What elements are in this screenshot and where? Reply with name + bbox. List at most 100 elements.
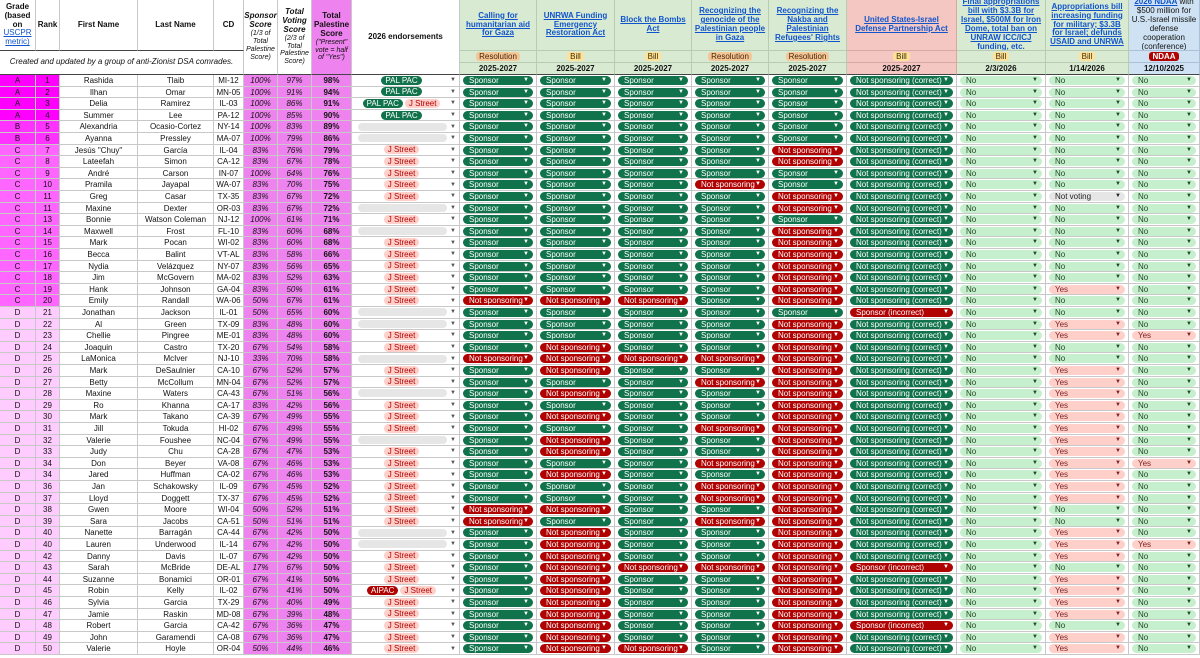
endorsement-cell[interactable]: J Street ▼	[352, 573, 460, 586]
vote-dropdown[interactable]: Not sponsoring ▼	[772, 516, 843, 526]
vote-dropdown[interactable]: Sponsor ▼	[618, 168, 688, 178]
vote-dropdown[interactable]: No ▼	[1132, 203, 1196, 213]
vote-dropdown[interactable]: No ▼	[1132, 122, 1196, 132]
endorsement-cell[interactable]: J Street ▼	[352, 249, 460, 261]
vote-dropdown[interactable]: Sponsor ▼	[463, 261, 533, 271]
vote-dropdown[interactable]: Not sponsoring ▼	[540, 412, 611, 422]
vote-dropdown[interactable]: Sponsor ▼	[618, 516, 688, 526]
vote-dropdown[interactable]: Not sponsoring ▼	[772, 273, 843, 283]
vote-dropdown[interactable]: No ▼	[960, 331, 1042, 341]
vote-dropdown[interactable]: Sponsor ▼	[463, 122, 533, 132]
vote-dropdown[interactable]: Sponsor ▼	[463, 412, 533, 422]
vote-dropdown[interactable]: Sponsor ▼	[772, 180, 843, 190]
vote-dropdown[interactable]: Sponsor ▼	[618, 238, 688, 248]
vote-dropdown[interactable]: Sponsor ▼	[772, 110, 843, 120]
endorsement-empty-chip[interactable]	[358, 227, 448, 236]
vote-dropdown[interactable]: No ▼	[1049, 516, 1125, 526]
vote-dropdown[interactable]: Sponsor ▼	[695, 400, 765, 410]
vote-dropdown[interactable]: No ▼	[960, 342, 1042, 352]
vote-dropdown[interactable]: No ▼	[1132, 296, 1196, 306]
vote-dropdown[interactable]: Sponsor ▼	[618, 261, 688, 271]
vote-dropdown[interactable]: Yes ▼	[1049, 377, 1125, 387]
vote-dropdown[interactable]: Sponsor ▼	[463, 366, 533, 375]
vote-dropdown[interactable]: Yes ▼	[1049, 435, 1125, 445]
vote-dropdown[interactable]: Not sponsoring (correct) ▼	[850, 238, 953, 248]
vote-dropdown[interactable]: No ▼	[1132, 505, 1196, 515]
vote-dropdown[interactable]: Sponsor ▼	[463, 215, 533, 225]
vote-dropdown[interactable]: Sponsor (incorrect) ▼	[850, 563, 953, 573]
vote-dropdown[interactable]: Sponsor ▼	[463, 342, 533, 352]
vote-dropdown[interactable]: Sponsor ▼	[618, 157, 688, 167]
vote-dropdown[interactable]: Sponsor ▼	[695, 226, 765, 236]
vote-dropdown[interactable]: Sponsor ▼	[618, 574, 688, 584]
vote-dropdown[interactable]: No ▼	[960, 644, 1042, 654]
vote-dropdown[interactable]: No ▼	[1049, 180, 1125, 190]
vote-dropdown[interactable]: Not sponsoring ▼	[772, 435, 843, 445]
vote-dropdown[interactable]: No ▼	[960, 296, 1042, 306]
vote-dropdown[interactable]: Sponsor ▼	[463, 447, 533, 457]
vote-dropdown[interactable]: Sponsor ▼	[463, 609, 533, 619]
vote-dropdown[interactable]: Sponsor ▼	[540, 192, 611, 201]
vote-dropdown[interactable]: Sponsor ▼	[695, 331, 765, 341]
vote-dropdown[interactable]: No ▼	[1132, 574, 1196, 584]
vote-dropdown[interactable]: Sponsor ▼	[618, 134, 688, 143]
vote-dropdown[interactable]: No ▼	[960, 551, 1042, 561]
vote-dropdown[interactable]: Sponsor ▼	[772, 87, 843, 97]
vote-dropdown[interactable]: Not sponsoring ▼	[772, 157, 843, 167]
vote-dropdown[interactable]: Sponsor ▼	[540, 145, 611, 155]
vote-dropdown[interactable]: Sponsor ▼	[463, 540, 533, 549]
endorsement-cell[interactable]: ▼	[352, 202, 460, 215]
vote-dropdown[interactable]: Not sponsoring (correct) ▼	[850, 180, 953, 190]
vote-dropdown[interactable]: No ▼	[960, 261, 1042, 271]
vote-dropdown[interactable]: Sponsor ▼	[463, 134, 533, 143]
bill-type-chip-6[interactable]: Bill	[893, 52, 910, 61]
vote-dropdown[interactable]: Sponsor ▼	[540, 203, 611, 213]
vote-dropdown[interactable]: Yes ▼	[1049, 389, 1125, 399]
vote-dropdown[interactable]: No ▼	[1049, 99, 1125, 109]
vote-dropdown[interactable]: Yes ▼	[1049, 528, 1125, 538]
vote-dropdown[interactable]: Sponsor ▼	[540, 273, 611, 283]
vote-dropdown[interactable]: Sponsor ▼	[540, 87, 611, 97]
vote-dropdown[interactable]: Not sponsoring ▼	[540, 528, 611, 538]
vote-dropdown[interactable]: Sponsor ▼	[695, 203, 765, 213]
endorsement-cell[interactable]: J Street ▼	[352, 191, 460, 203]
vote-dropdown[interactable]: No ▼	[1132, 516, 1196, 526]
vote-dropdown[interactable]: Sponsor ▼	[463, 551, 533, 561]
vote-dropdown[interactable]: Not sponsoring (correct) ▼	[850, 540, 953, 549]
vote-dropdown[interactable]: No ▼	[960, 586, 1042, 596]
vote-dropdown[interactable]: Not sponsoring (correct) ▼	[850, 99, 953, 109]
vote-dropdown[interactable]: Sponsor ▼	[463, 180, 533, 190]
endorsement-cell[interactable]: PAL PAC ▼	[352, 109, 460, 122]
vote-dropdown[interactable]: Sponsor ▼	[540, 493, 611, 503]
vote-dropdown[interactable]: Sponsor ▼	[463, 621, 533, 631]
vote-dropdown[interactable]: Not sponsoring (correct) ▼	[850, 226, 953, 236]
endorsement-cell[interactable]: ▼	[352, 527, 460, 539]
vote-dropdown[interactable]: Yes ▼	[1049, 632, 1125, 642]
vote-dropdown[interactable]: No ▼	[1132, 435, 1196, 445]
vote-dropdown[interactable]: Sponsor ▼	[618, 435, 688, 445]
vote-dropdown[interactable]: No ▼	[960, 238, 1042, 248]
vote-dropdown[interactable]: Not sponsoring ▼	[772, 644, 843, 654]
vote-dropdown[interactable]: Not sponsoring ▼	[695, 424, 765, 433]
vote-dropdown[interactable]: No ▼	[1132, 308, 1196, 317]
vote-dropdown[interactable]: Not sponsoring ▼	[463, 354, 533, 364]
endorsement-cell[interactable]: J Street ▼	[352, 423, 460, 435]
vote-dropdown[interactable]: Sponsor ▼	[618, 598, 688, 607]
vote-dropdown[interactable]: Not sponsoring ▼	[540, 598, 611, 607]
vote-dropdown[interactable]: No ▼	[960, 319, 1042, 329]
vote-dropdown[interactable]: Sponsor ▼	[463, 586, 533, 596]
vote-dropdown[interactable]: Not sponsoring ▼	[695, 180, 765, 190]
vote-dropdown[interactable]: Not sponsoring ▼	[540, 296, 611, 306]
vote-dropdown[interactable]: Sponsor ▼	[618, 540, 688, 549]
vote-dropdown[interactable]: Not sponsoring (correct) ▼	[850, 632, 953, 642]
vote-dropdown[interactable]: Sponsor ▼	[695, 435, 765, 445]
vote-dropdown[interactable]: Sponsor ▼	[695, 284, 765, 294]
vote-dropdown[interactable]: Not sponsoring (correct) ▼	[850, 470, 953, 480]
vote-dropdown[interactable]: Sponsor ▼	[618, 458, 688, 468]
vote-dropdown[interactable]: Sponsor ▼	[540, 110, 611, 120]
vote-dropdown[interactable]: Sponsor ▼	[463, 470, 533, 480]
endorsement-cell[interactable]: J Street ▼	[352, 214, 460, 226]
vote-dropdown[interactable]: Not sponsoring ▼	[772, 261, 843, 271]
vote-dropdown[interactable]: No ▼	[960, 493, 1042, 503]
endorsement-cell[interactable]: ▼	[352, 434, 460, 447]
